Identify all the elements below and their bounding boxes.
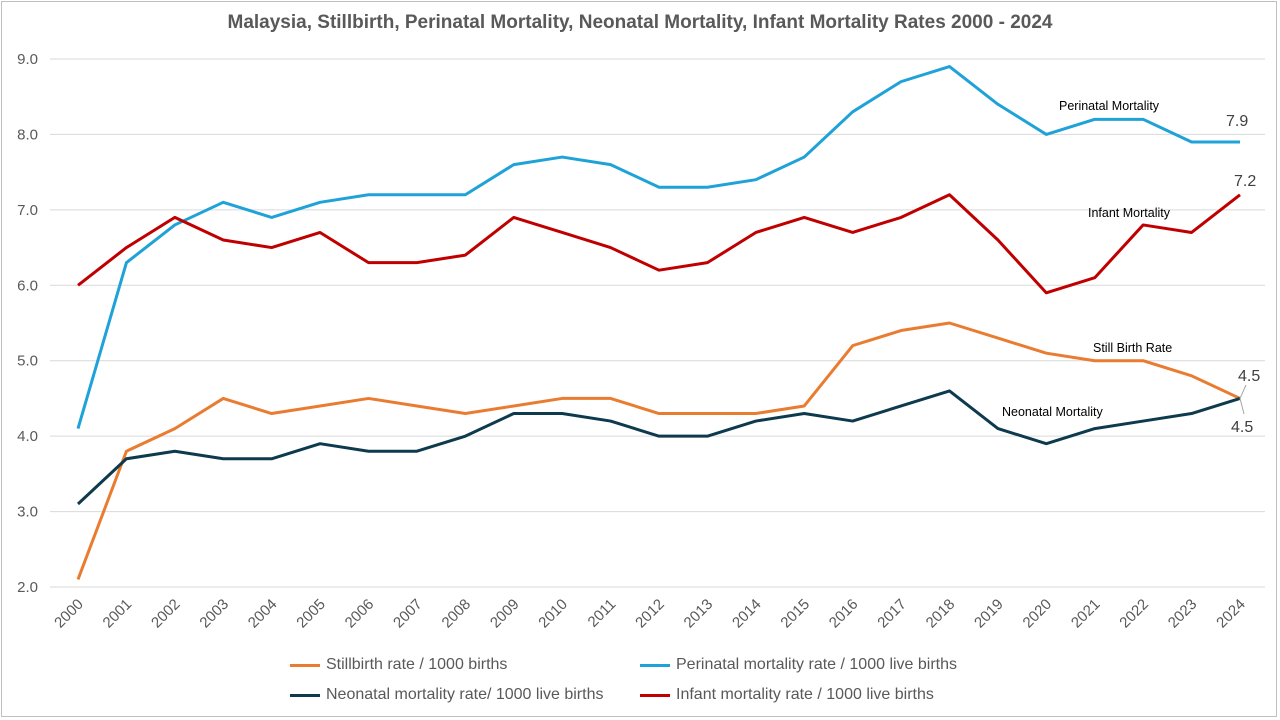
x-tick-label: 2002 <box>148 596 184 632</box>
series-line-stillbirth <box>76 321 1241 580</box>
leader-line <box>1239 398 1245 415</box>
x-tick-label: 2005 <box>293 596 329 632</box>
x-tick-label: 2008 <box>439 596 475 632</box>
x-tick-label: 2013 <box>681 596 717 632</box>
y-tick-label: 6.0 <box>17 277 38 294</box>
leader-line <box>1239 384 1247 399</box>
legend-label: Stillbirth rate / 1000 births <box>326 656 508 673</box>
x-tick-label: 2012 <box>632 596 668 632</box>
legend-swatch <box>640 663 670 667</box>
data-label-infant: 7.2 <box>1234 173 1256 190</box>
x-tick-label: 2010 <box>535 596 571 632</box>
annotation-neonatal: Neonatal Mortality <box>1002 405 1103 419</box>
x-tick-label: 2011 <box>585 596 620 631</box>
x-tick-label: 2021 <box>1068 596 1104 632</box>
x-tick-label: 2015 <box>777 596 813 632</box>
series-line-infant <box>77 193 1241 295</box>
y-tick-label: 9.0 <box>17 51 38 68</box>
legend-item-perinatal: Perinatal mortality rate / 1000 live bir… <box>640 656 957 674</box>
legend-label: Infant mortality rate / 1000 live births <box>676 686 934 703</box>
data-label-perinatal: 7.9 <box>1226 113 1248 130</box>
x-tick-label: 2024 <box>1213 596 1249 632</box>
x-tick-label: 2017 <box>874 596 910 632</box>
x-tick-label: 2016 <box>826 596 862 632</box>
legend-label: Neonatal mortality rate/ 1000 live birth… <box>326 686 604 703</box>
legend-swatch <box>640 693 670 697</box>
x-tick-label: 2003 <box>196 596 232 632</box>
annotation-stillbirth: Still Birth Rate <box>1093 341 1172 355</box>
x-tick-label: 2018 <box>923 596 959 632</box>
y-tick-label: 8.0 <box>17 126 38 143</box>
data-label-stillbirth: 4.5 <box>1238 368 1260 385</box>
x-tick-label: 2022 <box>1116 596 1152 632</box>
legend-item-neonatal: Neonatal mortality rate/ 1000 live birth… <box>290 686 603 704</box>
y-tick-label: 4.0 <box>17 428 38 445</box>
y-tick-label: 5.0 <box>17 353 38 370</box>
x-tick-label: 2006 <box>342 596 378 632</box>
x-tick-label: 2004 <box>245 596 281 632</box>
legend-item-stillbirth: Stillbirth rate / 1000 births <box>290 656 507 674</box>
x-tick-label: 2020 <box>1020 596 1056 632</box>
chart-title: Malaysia, Stillbirth, Perinatal Mortalit… <box>227 12 1053 33</box>
x-tick-label: 2000 <box>51 596 87 632</box>
x-tick-label: 2001 <box>100 596 136 632</box>
y-tick-label: 2.0 <box>17 579 38 596</box>
x-tick-label: 2007 <box>390 596 426 632</box>
legend-swatch <box>290 663 320 667</box>
y-tick-label: 3.0 <box>17 504 38 521</box>
series-line-perinatal <box>76 65 1240 430</box>
series-line-neonatal <box>76 389 1241 506</box>
legend-item-infant: Infant mortality rate / 1000 live births <box>640 686 934 704</box>
annotation-perinatal: Perinatal Mortality <box>1059 99 1160 113</box>
legend-label: Perinatal mortality rate / 1000 live bir… <box>676 656 958 673</box>
x-tick-label: 2009 <box>487 596 523 632</box>
x-tick-label: 2023 <box>1165 596 1201 632</box>
y-tick-label: 7.0 <box>17 202 38 219</box>
data-label-neonatal: 4.5 <box>1231 419 1253 436</box>
x-tick-label: 2019 <box>971 596 1007 632</box>
annotation-infant: Infant Mortality <box>1088 206 1171 220</box>
legend-swatch <box>290 693 320 697</box>
x-tick-label: 2014 <box>729 596 765 632</box>
